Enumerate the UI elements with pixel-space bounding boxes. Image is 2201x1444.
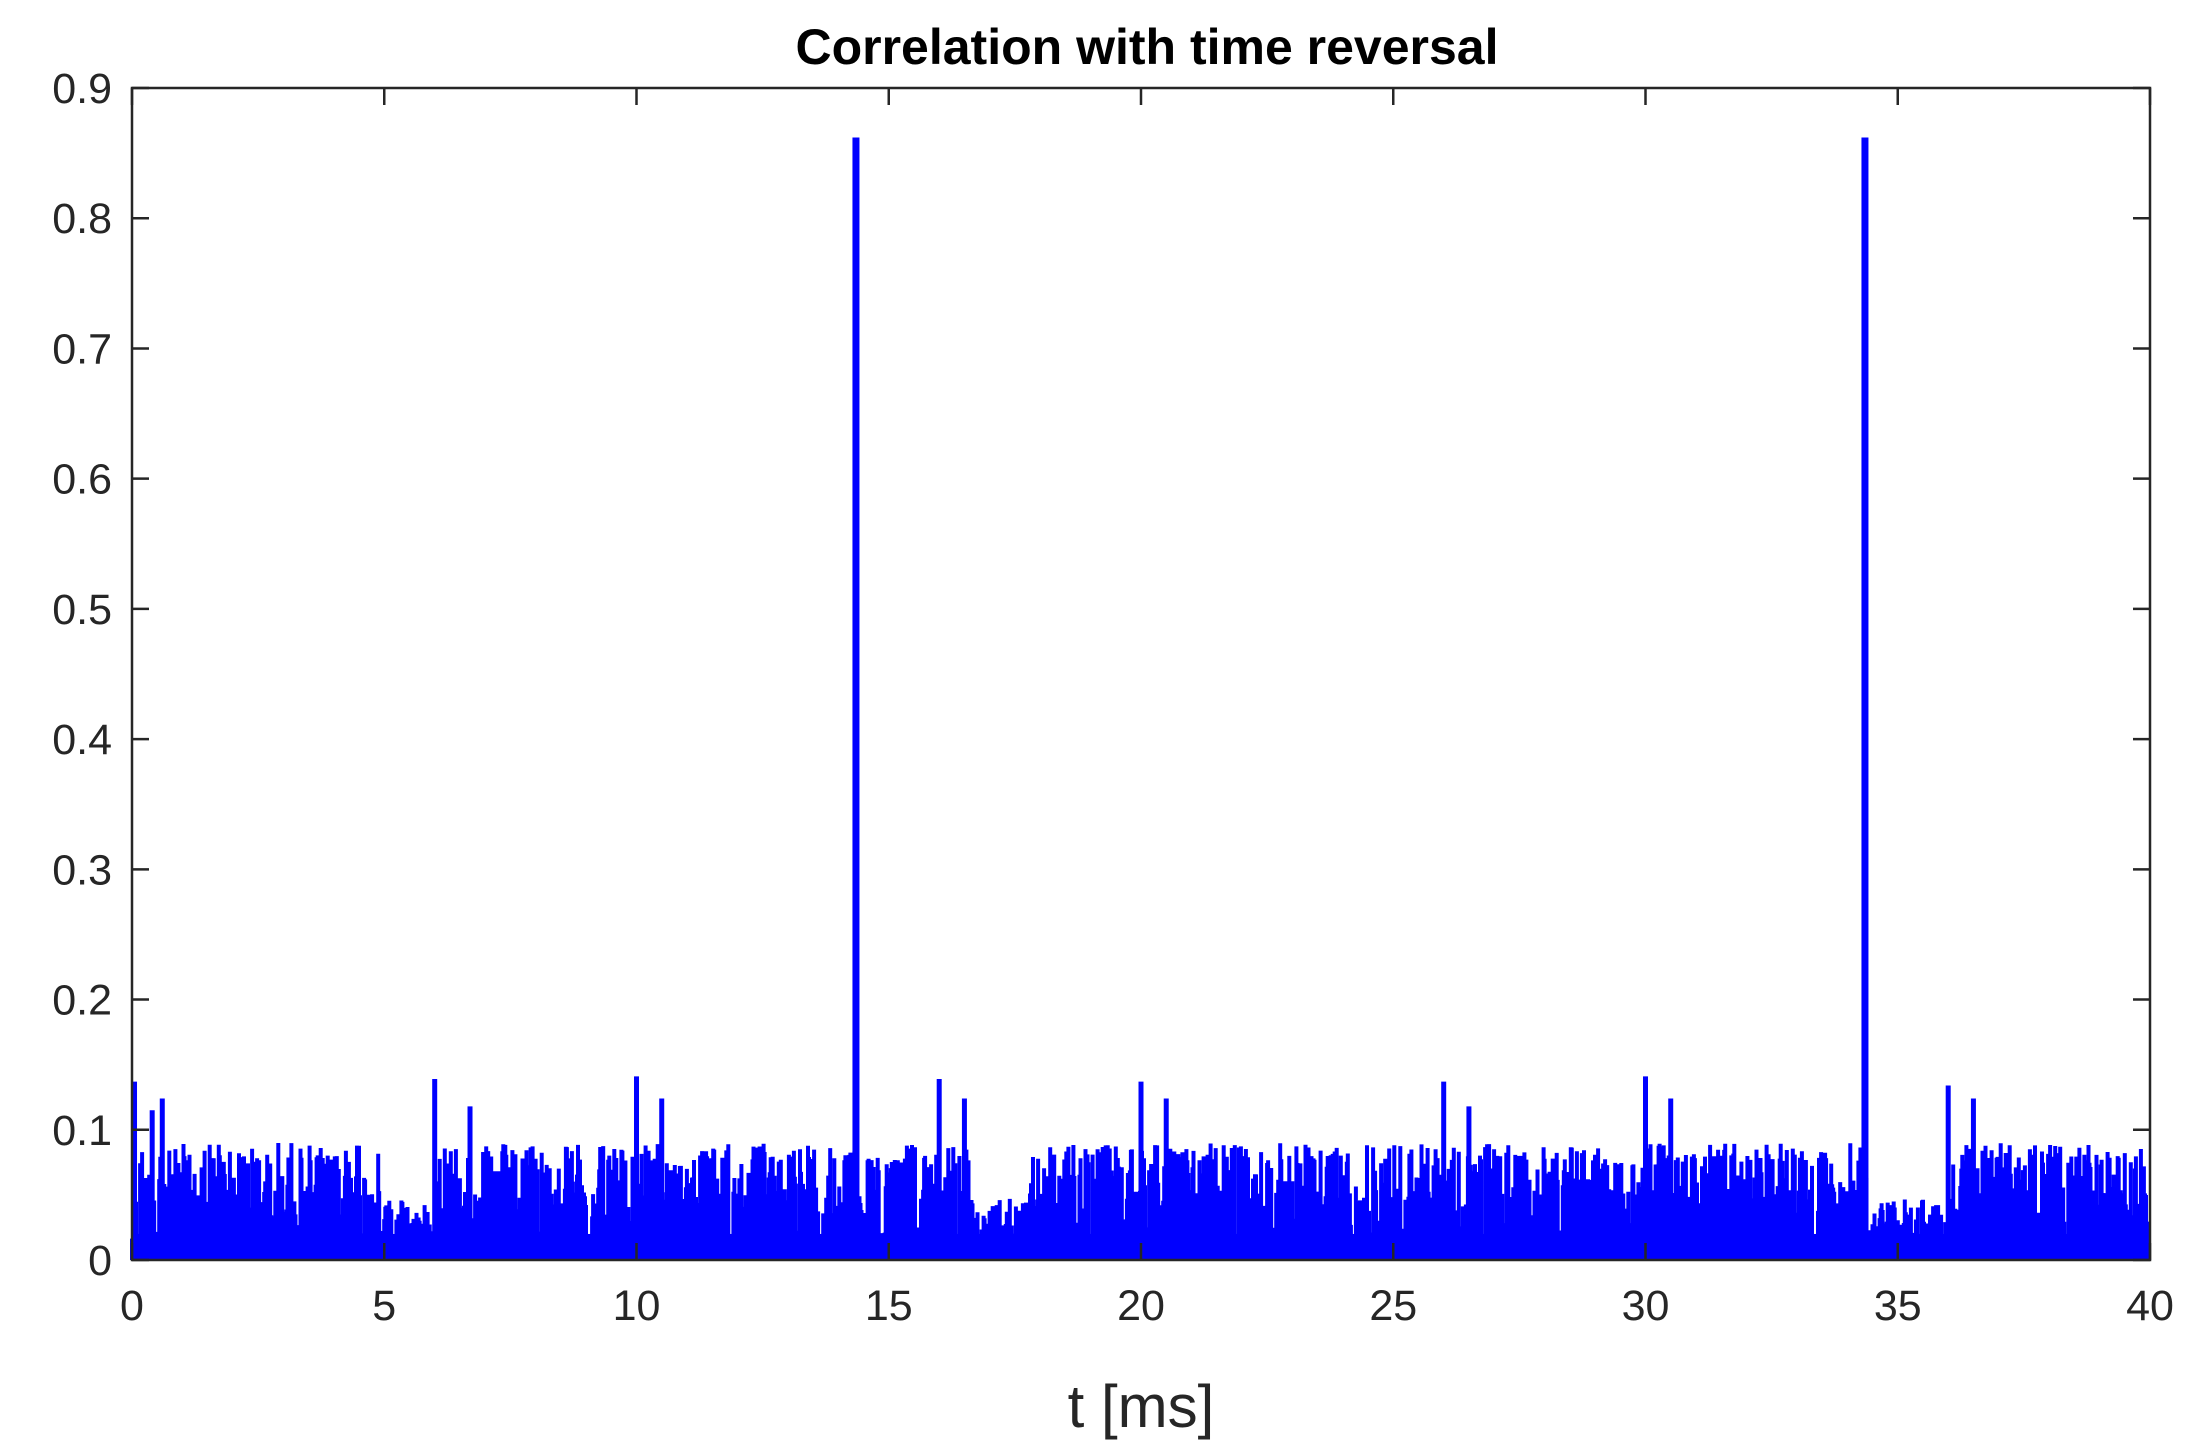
x-tick-label: 30: [1622, 1282, 1670, 1330]
x-tick-label: 0: [120, 1282, 144, 1330]
y-tick-label: 0.7: [52, 325, 112, 373]
x-tick-label: 25: [1369, 1282, 1417, 1330]
signal-layer: [130, 137, 2151, 1260]
y-tick-label: 0.1: [52, 1107, 112, 1155]
x-tick-label: 20: [1117, 1282, 1165, 1330]
chart-title: Correlation with time reversal: [795, 19, 1498, 75]
x-tick-label: 15: [865, 1282, 913, 1330]
y-tick-label: 0: [88, 1237, 112, 1285]
y-tick-label: 0.5: [52, 586, 112, 634]
x-axis-label: t [ms]: [1068, 1373, 1215, 1440]
y-tick-label: 0.4: [52, 716, 112, 764]
y-tick-label: 0.8: [52, 195, 112, 243]
y-tick-label: 0.2: [52, 977, 112, 1025]
y-tick-label: 0.3: [52, 846, 112, 894]
y-tick-label: 0.6: [52, 456, 112, 504]
tick-layer: 0 5 10 15 20 25 30 35 40 0 0.1 0.2 0.3 0.4 0.5 0.6 0.7 0.…: [52, 65, 2174, 1330]
x-tick-label: 40: [2126, 1282, 2174, 1330]
x-tick-label: 35: [1874, 1282, 1922, 1330]
x-tick-label: 10: [613, 1282, 661, 1330]
x-tick-label: 5: [372, 1282, 396, 1330]
y-tick-label: 0.9: [52, 65, 112, 113]
